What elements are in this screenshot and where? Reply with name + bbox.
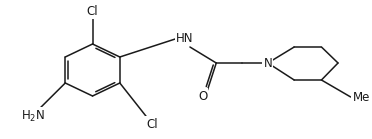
Text: H$_2$N: H$_2$N (22, 108, 46, 124)
Text: Me: Me (353, 90, 370, 104)
Text: N: N (263, 56, 272, 70)
Text: Cl: Cl (87, 4, 98, 18)
Text: HN: HN (176, 32, 194, 44)
Text: Cl: Cl (146, 117, 158, 131)
Text: O: O (198, 90, 207, 102)
